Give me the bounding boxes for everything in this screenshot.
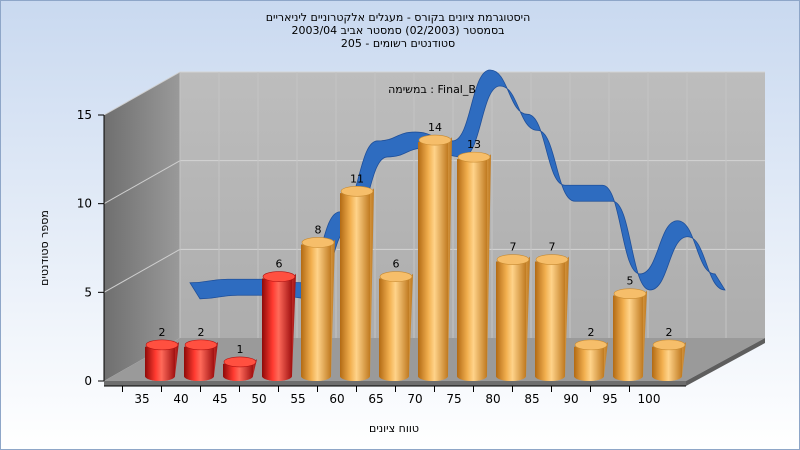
bar-45	[223, 356, 257, 381]
bar-front	[340, 193, 370, 381]
bar-front	[262, 278, 292, 381]
chart-annotation: במשימה : Final_B	[388, 83, 476, 96]
bar-65	[379, 271, 413, 381]
plot-side-wall	[104, 72, 180, 381]
bar-front	[613, 295, 643, 381]
x-axis-label: טווח ציונים	[369, 422, 419, 435]
x-tick-label: 55	[290, 392, 305, 406]
data-label: 8	[315, 223, 322, 236]
y-tick-labels: 0 5 10 15	[77, 108, 105, 388]
data-label: 2	[588, 326, 595, 339]
y-tick-label: 5	[84, 285, 92, 299]
bar-front	[574, 346, 604, 381]
bar-100	[652, 339, 686, 381]
bar-cap	[652, 339, 686, 351]
bar-cap	[262, 271, 296, 282]
y-tick-label: 15	[77, 108, 92, 122]
bar-front	[652, 346, 682, 381]
bar-60	[340, 185, 374, 381]
data-label: 6	[276, 258, 283, 271]
x-tick-label: 90	[563, 392, 578, 406]
bar-front	[184, 346, 214, 381]
data-label: 1	[237, 343, 244, 356]
x-tick-label: 75	[446, 392, 461, 406]
bar-85	[535, 254, 569, 381]
bar-front	[301, 244, 331, 381]
gridline-side	[103, 248, 181, 293]
y-axis-label: מספר סטודנטים	[38, 210, 51, 286]
data-labels: 2 2 1 6 8 11 6 14 13 7 7 2 5 2	[159, 121, 673, 356]
bar-95	[613, 288, 647, 381]
bar-90	[574, 339, 608, 381]
plot-floor-edge	[104, 381, 686, 386]
data-label: 7	[549, 241, 556, 254]
bar-cap	[574, 339, 608, 351]
bar-front	[496, 261, 526, 381]
bar-70	[418, 134, 452, 381]
chart-title-line-3: סטודנטים רשומים - 205	[341, 37, 455, 50]
data-label: 14	[428, 121, 442, 134]
bar-50	[262, 271, 296, 381]
bar-cap	[223, 356, 257, 368]
x-tick-label: 80	[485, 392, 500, 406]
bar-front	[418, 142, 448, 381]
bar-cap	[379, 271, 413, 282]
bar-cap	[535, 254, 569, 265]
bar-front	[145, 346, 175, 381]
bar-cap	[613, 288, 647, 299]
x-tick-label: 45	[212, 392, 227, 406]
chart-title-line-1: היסטוגרמת ציונים בקורס - מעגלים אלקטרוני…	[266, 11, 531, 24]
bar-cap	[340, 185, 374, 197]
bars	[145, 134, 686, 381]
gridline-side	[103, 160, 181, 205]
y-tick-label: 0	[84, 374, 92, 388]
x-tick-label: 100	[638, 392, 661, 406]
bar-55	[301, 237, 335, 381]
x-tick-label: 65	[368, 392, 383, 406]
x-tick-label: 70	[407, 392, 422, 406]
x-tick-labels: 35 40 45 50 55 60 65 70 75 80 85 90 95 100	[104, 385, 686, 406]
bar-cap	[496, 254, 530, 265]
bar-front	[535, 261, 565, 381]
bar-cap	[145, 339, 179, 351]
bar-front	[457, 159, 487, 381]
bar-35	[145, 339, 179, 381]
bar-cap	[184, 339, 218, 351]
x-tick-label: 35	[134, 392, 149, 406]
bar-80	[496, 254, 530, 381]
x-tick-label: 85	[524, 392, 539, 406]
y-tick-label: 10	[77, 197, 92, 211]
x-tick-label: 50	[251, 392, 266, 406]
gridline-side	[103, 71, 181, 116]
data-label: 2	[159, 326, 166, 339]
bar-75	[457, 151, 491, 381]
bar-40	[184, 339, 218, 381]
data-label: 2	[198, 326, 205, 339]
bar-cap	[457, 151, 491, 163]
plot-floor-side-edge	[686, 338, 765, 386]
bar-cap	[301, 237, 335, 248]
x-tick-label: 60	[329, 392, 344, 406]
chart-title-line-2: בסמסטר (02/2003) סמסטר אביב 2003/04	[291, 24, 504, 37]
data-label: 6	[393, 258, 400, 271]
bar-cap	[418, 134, 452, 146]
x-tick-label: 95	[602, 392, 617, 406]
data-label: 5	[627, 275, 634, 288]
bar-front	[379, 278, 409, 381]
x-tick-label: 40	[173, 392, 188, 406]
bar-front	[223, 363, 253, 381]
data-label: 7	[510, 241, 517, 254]
data-label: 2	[666, 326, 673, 339]
data-label: 11	[350, 172, 364, 185]
data-label: 13	[467, 138, 481, 151]
